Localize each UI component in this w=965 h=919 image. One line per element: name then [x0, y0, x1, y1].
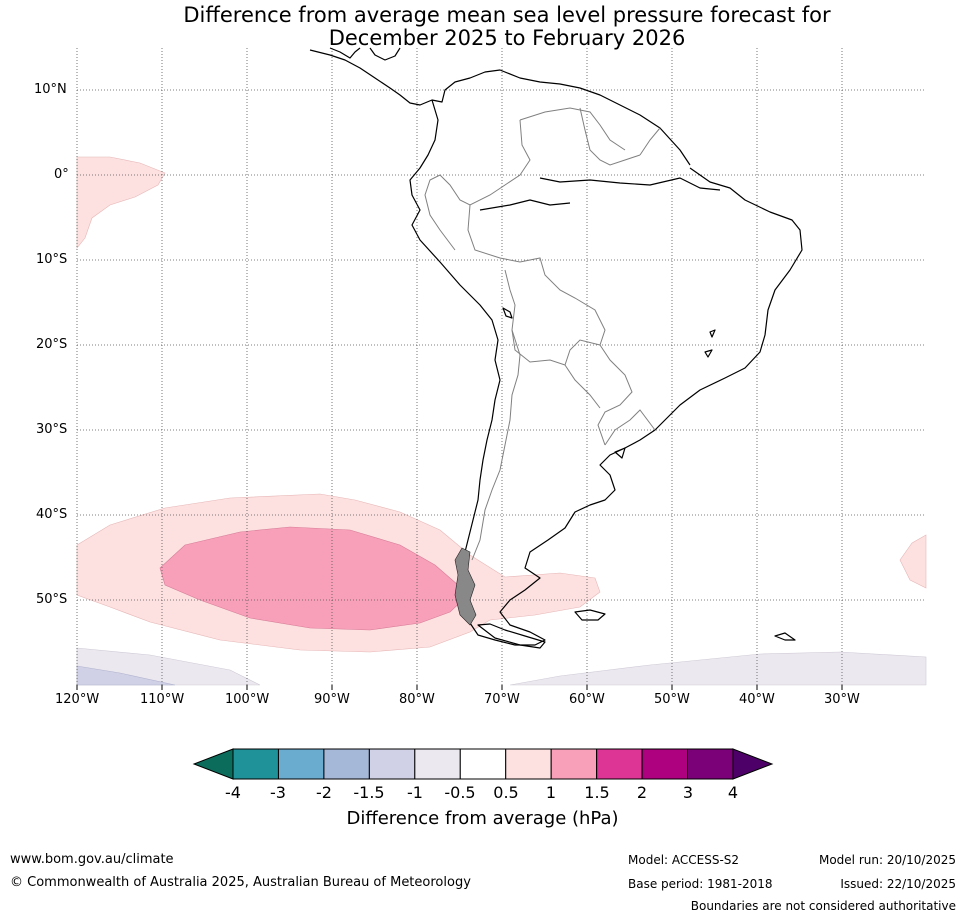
- colorbar-cell: [459, 748, 507, 780]
- website-link[interactable]: www.bom.gov.au/climate: [10, 852, 174, 867]
- lon-label-50w: 50°W: [654, 692, 690, 707]
- colorbar-tick: 3: [682, 783, 694, 802]
- colorbar-over-arrow: [732, 748, 774, 780]
- title-line-1: Difference from average mean sea level p…: [183, 3, 831, 27]
- lat-label-50s: 50°S: [36, 592, 68, 607]
- coastlines: [309, 47, 803, 649]
- colorbar-under-arrow: [192, 748, 234, 780]
- lon-label-120w: 120°W: [55, 692, 100, 707]
- lat-label-40s: 40°S: [36, 507, 68, 522]
- lat-label-20s: 20°S: [36, 337, 68, 352]
- colorbar-cell: [550, 748, 598, 780]
- lon-label-30w: 30°W: [824, 692, 860, 707]
- colorbar-cell: [505, 748, 552, 780]
- colorbar-tick: 4: [727, 783, 739, 802]
- colorbar: [192, 748, 774, 780]
- lon-label-40w: 40°W: [739, 692, 775, 707]
- colorbar-tick: 0.5: [493, 783, 519, 802]
- tierra-del-fuego: [477, 623, 546, 649]
- map-panel: [76, 47, 927, 690]
- lon-label-100w: 100°W: [225, 692, 270, 707]
- lat-label-30s: 30°S: [36, 422, 68, 437]
- lagoa-dos-patos: [614, 447, 626, 459]
- lon-label-90w: 90°W: [314, 692, 350, 707]
- colorbar-label: Difference from average (hPa): [346, 808, 619, 829]
- amazon-river: [539, 177, 721, 191]
- colorbar-cell: [368, 748, 416, 780]
- colorbar-cell: [414, 748, 461, 780]
- country-boundaries: [424, 107, 661, 561]
- title-line-2: December 2025 to February 2026: [328, 26, 686, 50]
- colorbar-tick: -1.5: [353, 783, 385, 802]
- lon-label-70w: 70°W: [484, 692, 520, 707]
- lon-label-60w: 60°W: [569, 692, 605, 707]
- colorbar-cells: [232, 748, 734, 780]
- colorbar-tick: -4: [225, 783, 241, 802]
- contour-positive-0.5-equatorial: [76, 156, 166, 249]
- disclaimer-text: Boundaries are not considered authoritat…: [690, 899, 956, 913]
- lat-label-0: 0°: [54, 167, 69, 182]
- amazon-river-2: [479, 199, 571, 211]
- north-caribbean: [369, 47, 401, 61]
- caribbean-coast: [329, 47, 361, 59]
- colorbar-tick: 1.5: [584, 783, 610, 802]
- south-georgia: [774, 632, 796, 641]
- colorbar-tick: 1: [545, 783, 557, 802]
- colorbar-cell: [596, 748, 643, 780]
- lake-titicaca: [502, 307, 513, 319]
- map-title: Difference from average mean sea level p…: [0, 4, 965, 50]
- copyright-text: © Commonwealth of Australia 2025, Austra…: [10, 875, 471, 890]
- pressure-anomaly-contours: [76, 156, 927, 686]
- colorbar-tick: -1: [407, 783, 423, 802]
- central-america-coast: [309, 49, 691, 166]
- patagonia-fjords: [454, 547, 477, 626]
- colorbar-tick: -0.5: [444, 783, 476, 802]
- colorbar-tick: -2: [316, 783, 332, 802]
- contour-negative-0.5-southeast: [509, 651, 927, 686]
- model-text: Model: ACCESS-S2: [628, 853, 740, 867]
- model-run-text: Model run: 20/10/2025: [818, 853, 956, 867]
- colorbar-tick: 2: [636, 783, 648, 802]
- colorbar-cell: [277, 748, 325, 780]
- brazil-lakes: [704, 329, 716, 358]
- lon-label-80w: 80°W: [399, 692, 435, 707]
- axis-tick-marks: [76, 685, 843, 690]
- falkland-islands: [574, 609, 606, 621]
- colorbar-cell: [232, 748, 279, 780]
- colorbar-cell: [687, 748, 734, 780]
- colorbar-cell: [641, 748, 689, 780]
- issued-text: Issued: 22/10/2025: [840, 877, 956, 891]
- contour-positive-0.5-atlantic: [899, 534, 927, 589]
- colorbar-cell: [323, 748, 370, 780]
- lat-label-10n: 10°N: [34, 82, 67, 97]
- lon-label-110w: 110°W: [140, 692, 185, 707]
- base-period-text: Base period: 1981-2018: [628, 877, 773, 891]
- gridlines: [76, 48, 926, 685]
- lat-label-10s: 10°S: [36, 252, 68, 267]
- colorbar-tick: -3: [270, 783, 286, 802]
- south-america-coast: [409, 99, 803, 646]
